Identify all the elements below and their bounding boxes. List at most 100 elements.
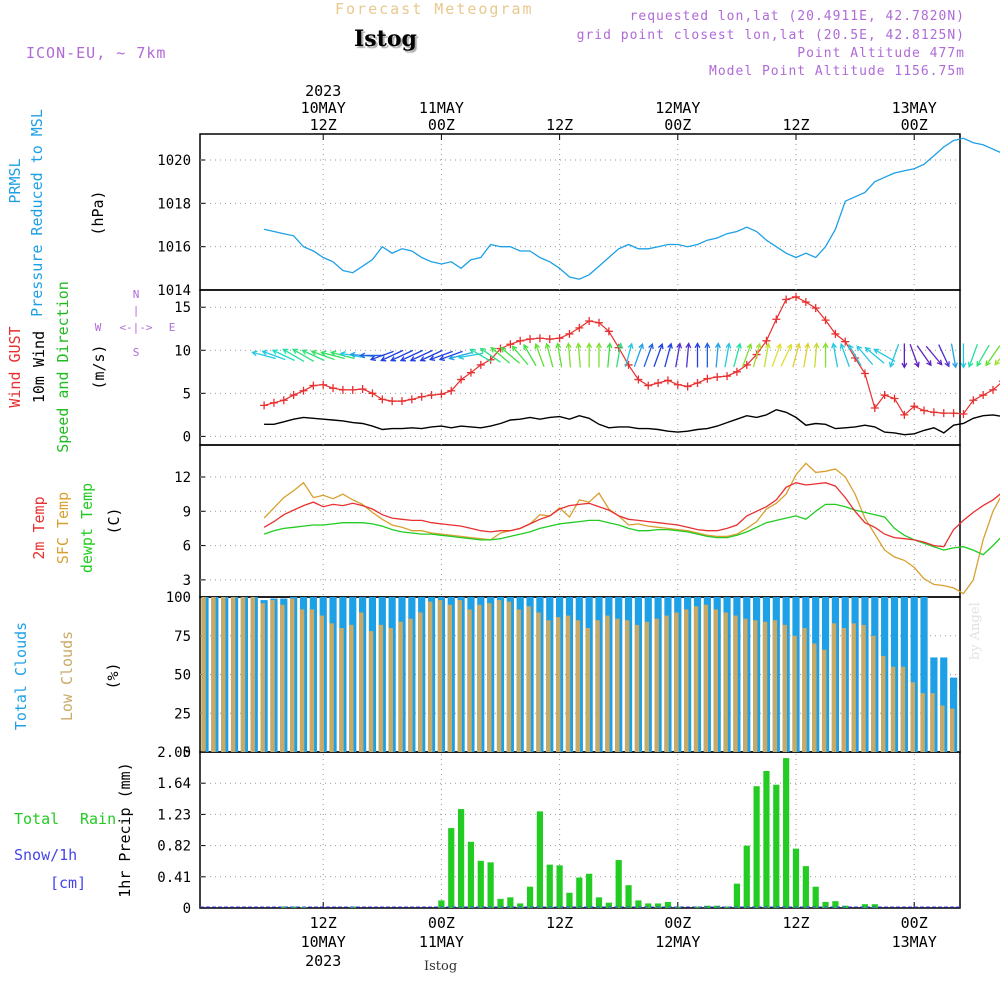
wind-direction-arrow [675,343,681,368]
wind-direction-arrowhead [944,361,950,368]
temp2m-axis-title: 2m Temp [30,496,48,559]
y-tick-label: 0.82 [157,839,191,855]
low-clouds-bar [565,615,571,752]
low-clouds-bar [772,620,778,752]
y-tick-label: 75 [174,629,191,645]
low-clouds-bar [250,597,256,752]
wind-direction-arrow [742,343,752,367]
y-tick-label: 0 [183,429,191,445]
pressure-axis-title-1: PRMSL [6,158,24,203]
rain-bar [536,811,543,908]
low-clouds-bar [950,708,955,752]
tsfc-axis-title: SFC Temp [54,492,72,564]
rain-bar [743,845,750,908]
rain-bar [664,901,672,908]
gust-marker [654,379,663,387]
low-clouds-bar [703,604,709,752]
gust-marker [979,391,988,400]
low-clouds-bar [418,612,423,752]
y-tick-label: 0 [183,901,191,917]
gust-marker [595,318,603,327]
wind-direction-arrowhead [755,342,762,349]
low-clouds-bar [309,609,315,752]
gust-marker [880,391,889,400]
rain-bar [556,865,563,908]
bottom-time-label: 13MAY [892,933,937,951]
wind-direction-arrow [535,343,545,367]
low-clouds-bar [930,693,935,752]
gust-marker [703,374,712,383]
low-clouds-bar [802,628,807,752]
low-clouds-bar [743,618,748,752]
wind-direction-arrow [624,343,633,368]
wind-direction-arrow [803,343,809,368]
temp2m-series-line [263,482,1000,548]
point-altitude: Point Altitude 477m [797,46,965,61]
wind-direction-arrow [390,349,414,362]
wind-direction-arrowhead [856,345,863,352]
gust-marker [545,335,554,344]
wind-direction-arrow [724,343,730,368]
wind-direction-arrowhead [251,350,258,357]
top-time-label: 00Z [428,116,455,134]
wind-direction-arrowhead [627,342,634,349]
rain-bar [586,873,593,908]
gust-marker [811,304,820,313]
wind-direction-arrowhead [329,350,337,357]
low-clouds-bar [851,623,856,752]
wind-direction-arrowhead [282,348,289,355]
low-clouds-bar [211,597,216,752]
grid-point-coords: grid point closest lon,lat (20.5E, 42.81… [576,28,965,43]
wind-direction-arrowhead [804,342,811,349]
wind-direction-arrow [916,345,932,366]
wind-direction-arrowhead [795,342,801,349]
low-clouds-bar [693,606,699,752]
rain-bar [763,771,770,908]
wind-direction-arrow [840,343,850,367]
rain-legend-rain: Rain [80,810,116,828]
bottom-time-label: 00Z [664,914,691,932]
wind-direction-arrowhead [565,342,572,349]
rain-bar [625,885,632,908]
low-clouds-bar [654,618,659,752]
wind-direction-arrow [733,343,741,368]
low-clouds-bar [624,620,630,752]
wind-direction-arrowhead [831,342,837,349]
wind-direction-arrow [370,350,394,361]
wind-direction-arrowhead [960,362,967,369]
rain-bar [467,841,475,908]
wind-direction-arrow [633,343,644,367]
gust-marker [683,382,692,391]
top-time-label: 2023 [305,82,341,100]
wind-direction-arrowhead [813,342,820,349]
model-point-altitude: Model Point Altitude 1156.75m [709,64,965,79]
low-clouds-bar [575,620,581,752]
rain-bar [546,864,553,908]
gust-marker [782,295,791,304]
wind-direction-arrow [664,343,672,368]
wind-direction-arrowhead [359,352,366,359]
bottom-time-label: 00Z [901,914,928,932]
wind-direction-arrowhead [469,348,476,355]
low-clouds-bar [536,612,541,752]
snow-legend-unit: [cm] [50,874,86,892]
gust-marker [614,343,623,352]
wind-direction-arrowhead [428,355,436,361]
rain-bar [517,903,524,908]
low-clouds-bar [821,649,827,752]
wind10m-series-line [264,408,1000,436]
pressure-axis-title-2: Pressure Reduced to MSL [28,109,46,317]
wind-direction-arrowhead [736,342,742,349]
wind-direction-arrowhead [976,360,982,368]
top-time-label: 00Z [664,116,691,134]
gust-marker [939,409,948,418]
low-clouds-bar [762,621,768,752]
low-clouds-bar [526,606,531,752]
rain-bar [595,897,603,908]
y-tick-label: 1020 [157,153,191,169]
low-clouds-bar [240,597,246,752]
wind-direction-arrow [832,343,839,368]
wind-direction-arrow [490,347,511,364]
wind-direction-arrow [814,343,818,368]
